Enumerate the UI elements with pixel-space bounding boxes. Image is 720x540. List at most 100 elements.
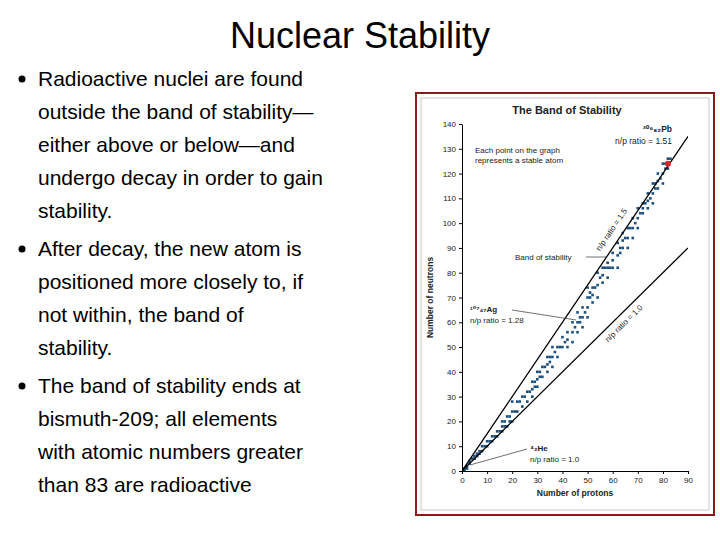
- bullet-dot: [19, 76, 26, 83]
- point: [652, 182, 655, 185]
- tick: 90: [684, 471, 693, 485]
- frame-inner: [421, 98, 709, 510]
- tick-mark: [562, 471, 563, 474]
- tick-mark: [459, 223, 462, 224]
- tick: 50: [584, 471, 593, 485]
- point: [513, 410, 516, 413]
- point: [481, 445, 484, 448]
- chart-frame: [416, 93, 714, 515]
- annotation: Each point on the graph: [475, 146, 560, 155]
- point: [611, 266, 614, 269]
- tick-mark: [613, 471, 614, 474]
- tick-label: 130: [443, 145, 457, 154]
- point: [516, 410, 519, 413]
- point: [561, 346, 564, 349]
- tick-mark: [459, 174, 462, 175]
- point: [581, 326, 584, 329]
- tick: 120: [443, 170, 462, 179]
- point: [611, 252, 614, 255]
- annotation: n/p ratio = 1.0: [530, 455, 580, 464]
- tick-label: 80: [447, 269, 456, 278]
- x-axis: 0102030405060708090: [460, 471, 693, 485]
- point: [541, 366, 544, 369]
- point: [576, 321, 579, 324]
- point: [526, 390, 529, 393]
- tick: 140: [443, 120, 462, 129]
- tick: 100: [443, 219, 462, 228]
- bullet: The band of stability ends atbismuth-209…: [19, 374, 303, 496]
- point: [511, 410, 514, 413]
- point: [631, 237, 634, 240]
- tick-label: 140: [443, 120, 457, 129]
- point: [536, 371, 539, 374]
- point: [624, 237, 627, 240]
- tick-label: 40: [558, 476, 567, 485]
- tick-label: 0: [452, 467, 457, 476]
- point: [556, 356, 559, 359]
- point: [606, 266, 609, 269]
- tick-label: 30: [533, 476, 542, 485]
- bullet-text: positioned more closely to, if: [38, 270, 303, 293]
- point: [621, 247, 624, 250]
- tick-label: 80: [659, 476, 668, 485]
- point: [521, 405, 524, 408]
- axis-line: [463, 471, 689, 472]
- leader-line: [470, 449, 527, 465]
- point: [591, 301, 594, 304]
- tick-mark: [588, 471, 589, 474]
- point: [611, 259, 614, 262]
- bullet-text: either above or below—and: [38, 133, 295, 156]
- tick: 110: [443, 194, 462, 203]
- point: [626, 237, 629, 240]
- y-axis: 0102030405060708090100110120130140: [443, 120, 463, 476]
- point: [662, 162, 665, 165]
- point: [551, 356, 554, 359]
- tick: 0: [452, 467, 462, 476]
- tick-mark: [638, 471, 639, 474]
- bullet-text: outside the band of stability—: [38, 100, 314, 123]
- bullet: Radioactive nuclei are found outside the …: [19, 67, 323, 222]
- tick: 40: [447, 368, 462, 377]
- leader-line: [512, 310, 576, 320]
- point: [539, 376, 542, 379]
- leader-line: [586, 257, 607, 258]
- point: [601, 274, 604, 277]
- point: [576, 331, 579, 334]
- tick-mark: [512, 471, 513, 474]
- point: [579, 321, 582, 324]
- bullet-text: Radioactive nuclei are found: [38, 67, 303, 90]
- frame-outer: [416, 93, 714, 515]
- point: [619, 252, 622, 255]
- tick-label: 60: [609, 476, 618, 485]
- x-axis-title: Number of protons: [537, 488, 614, 498]
- point: [566, 346, 569, 349]
- point: [636, 217, 639, 220]
- bullet-text: than 83 are radioactive: [38, 473, 252, 496]
- plot-area: [462, 136, 688, 471]
- point: [599, 276, 602, 279]
- point: [634, 222, 637, 225]
- annotations: ²⁰⁶₈₂Pbn/p ratio = 1.51Each point on the…: [470, 124, 672, 465]
- point: [586, 306, 589, 309]
- point: [546, 356, 549, 359]
- points: [665, 161, 671, 167]
- point: [616, 254, 619, 257]
- point: [667, 157, 670, 160]
- point: [571, 341, 574, 344]
- point: [596, 284, 599, 287]
- tick-mark: [459, 298, 462, 299]
- point: [549, 361, 552, 364]
- point: [654, 187, 657, 190]
- bullet-text: stability.: [38, 336, 112, 359]
- point: [642, 207, 645, 210]
- tick-label: 70: [447, 294, 456, 303]
- point: [601, 266, 604, 269]
- tick-mark: [459, 471, 462, 472]
- bullet-text: stability.: [38, 199, 112, 222]
- bullet-dot: [19, 383, 26, 390]
- tick-label: 20: [447, 417, 456, 426]
- chart-title: The Band of Stability: [512, 104, 622, 116]
- point: [531, 380, 534, 383]
- point: [556, 346, 559, 349]
- y-axis-title: Number of neutrons: [425, 257, 435, 338]
